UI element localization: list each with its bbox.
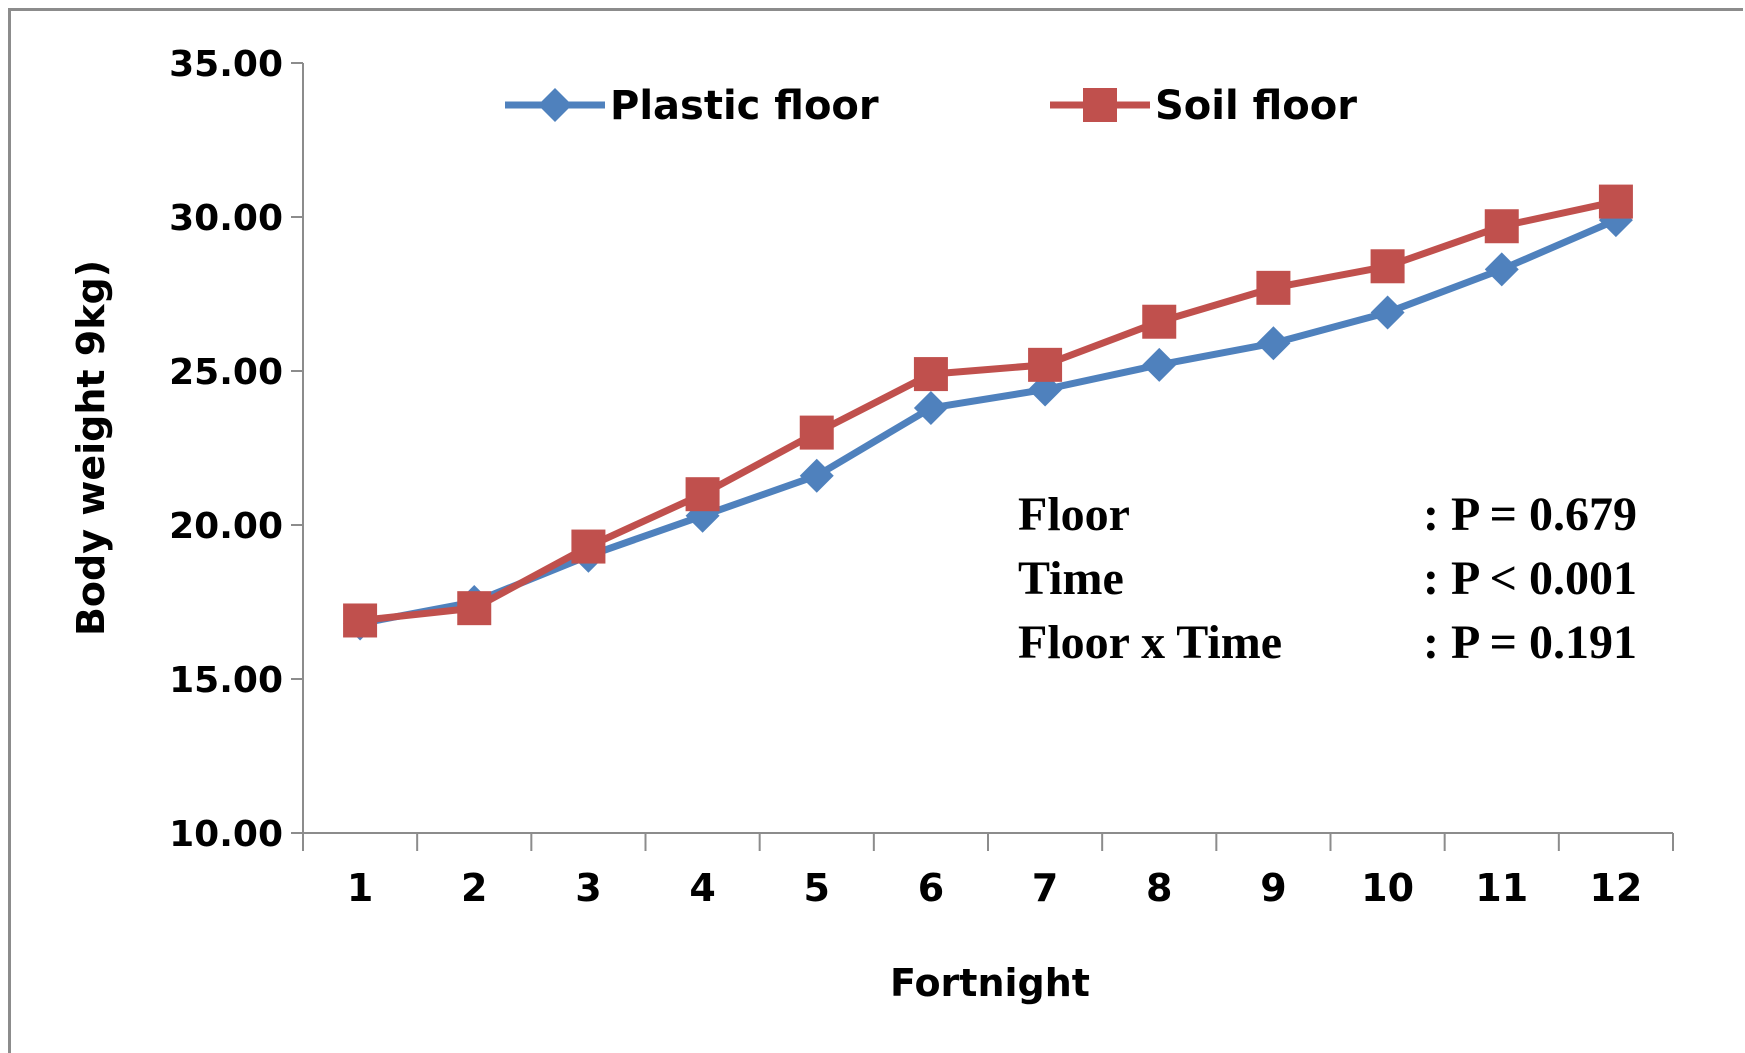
x-tick-label: 12 [1589,866,1642,910]
legend-label: Plastic floor [610,83,879,129]
x-tick-label: 3 [575,866,601,910]
y-tick-label: 15.00 [169,660,283,701]
data-point [685,477,720,512]
y-tick-label: 30.00 [169,198,283,239]
series-line [359,216,1618,627]
legend-marker [538,88,572,122]
x-tick-label: 5 [804,866,830,910]
data-point [457,591,492,626]
x-tick-label: 11 [1475,866,1528,910]
y-ticks: 10.00 15.00 20.00 25.00 30.00 35.00 [169,44,303,855]
stats-label: Floor x Time [1018,616,1282,669]
chart-frame [8,8,1743,1053]
legend: Plastic floor Soil floor [505,83,1357,129]
legend-label: Soil floor [1155,83,1357,129]
y-axis-title: Body weight 9kg) [69,260,113,636]
data-point [1484,252,1519,287]
data-point [1142,304,1177,339]
data-point [571,529,606,564]
stats-value: : P = 0.191 [1423,616,1637,669]
x-tick-label: 6 [918,866,944,910]
stats-label: Time [1018,552,1124,605]
y-tick-label: 25.00 [169,352,283,393]
x-tick-label: 8 [1146,866,1172,910]
x-tick-label: 7 [1032,866,1058,910]
data-point [1598,184,1633,219]
series-line [359,198,1617,624]
x-tick-label: 2 [461,866,487,910]
data-point [1256,270,1291,305]
data-point [1028,347,1063,382]
data-point [1370,249,1405,284]
data-point [1256,326,1291,361]
data-point [799,415,834,450]
stats-value: : P = 0.679 [1423,488,1637,541]
x-tick-label: 1 [347,866,373,910]
x-tick-label: 10 [1361,866,1414,910]
stats-value: : P < 0.001 [1423,552,1637,605]
data-point [1484,209,1519,244]
stats-annotation: Floor : P = 0.679 Time : P < 0.001 Floor x T… [1018,488,1637,669]
series-layer [343,184,1633,641]
stats-label: Floor [1018,488,1130,541]
x-ticks: 1 2 3 4 5 6 7 8 9 10 11 12 [302,833,1674,910]
data-point [799,458,834,493]
data-point [343,603,378,638]
legend-item: Plastic floor [505,83,879,129]
data-point [1142,347,1177,382]
legend-marker [1083,88,1117,122]
x-axis-title: Fortnight [890,961,1090,1005]
x-tick-label: 4 [689,866,715,910]
legend-item: Soil floor [1050,83,1357,129]
x-tick-label: 9 [1260,866,1286,910]
data-point [913,390,948,425]
data-point [1370,295,1405,330]
y-tick-label: 10.00 [169,814,283,855]
data-point [913,357,948,392]
axes [302,63,1673,834]
series-2 [343,184,1633,638]
y-tick-label: 35.00 [169,44,283,85]
y-tick-label: 20.00 [169,506,283,547]
